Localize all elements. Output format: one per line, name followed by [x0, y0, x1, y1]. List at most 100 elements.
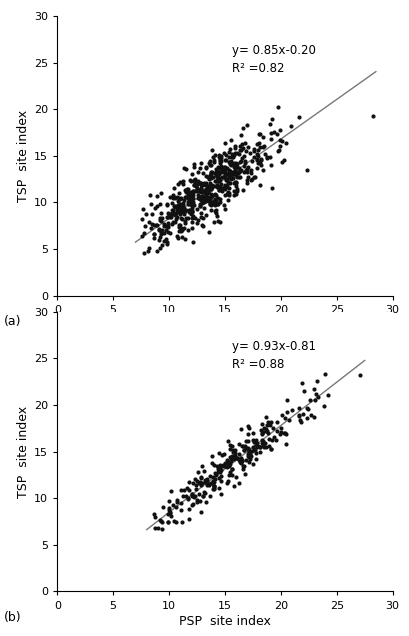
Point	[231, 481, 238, 491]
Point	[180, 200, 187, 211]
Point	[191, 174, 198, 184]
Point	[222, 181, 229, 191]
Point	[193, 484, 200, 494]
Point	[220, 183, 226, 193]
Point	[257, 158, 263, 169]
Point	[274, 417, 280, 427]
Point	[166, 507, 173, 517]
Point	[261, 149, 268, 160]
Point	[173, 214, 180, 224]
Point	[221, 165, 228, 175]
Point	[192, 186, 198, 196]
Point	[167, 192, 173, 202]
Point	[191, 159, 198, 169]
Point	[245, 142, 252, 152]
Point	[243, 455, 250, 466]
Point	[218, 165, 225, 176]
Point	[283, 439, 290, 449]
Point	[159, 213, 165, 223]
Point	[250, 434, 257, 445]
Point	[254, 151, 261, 161]
Point	[283, 138, 289, 148]
Point	[228, 167, 234, 177]
Y-axis label: TSP  site index: TSP site index	[17, 406, 30, 497]
Point	[173, 495, 180, 506]
Point	[246, 446, 252, 457]
Point	[201, 188, 208, 198]
Point	[218, 156, 224, 167]
Point	[230, 173, 236, 183]
Point	[188, 209, 195, 219]
Point	[191, 474, 198, 484]
Point	[185, 197, 191, 207]
Point	[239, 153, 245, 163]
Point	[180, 491, 187, 501]
Point	[236, 172, 242, 182]
Point	[243, 436, 249, 446]
Point	[177, 205, 183, 216]
Point	[176, 188, 182, 198]
Point	[247, 449, 253, 459]
Point	[202, 477, 209, 487]
Point	[216, 181, 223, 191]
Point	[218, 179, 224, 189]
Point	[237, 146, 244, 156]
Point	[217, 216, 224, 226]
Point	[305, 404, 312, 414]
Point	[171, 201, 178, 211]
Point	[170, 209, 177, 219]
Point	[198, 191, 205, 201]
Point	[207, 193, 213, 204]
Point	[195, 176, 202, 186]
Point	[216, 155, 223, 165]
Point	[215, 473, 222, 483]
Point	[214, 170, 221, 180]
Point	[267, 420, 273, 430]
Point	[217, 194, 223, 204]
Point	[214, 182, 220, 192]
Point	[178, 516, 185, 527]
Point	[181, 218, 188, 228]
Point	[213, 165, 220, 176]
Point	[239, 456, 246, 466]
Point	[147, 190, 154, 200]
Point	[187, 206, 194, 216]
Point	[199, 478, 205, 488]
Point	[233, 190, 239, 200]
Point	[248, 176, 254, 186]
Point	[268, 128, 274, 138]
Point	[238, 455, 245, 466]
Point	[206, 174, 212, 184]
Point	[297, 417, 304, 427]
Point	[146, 242, 153, 252]
Point	[281, 428, 287, 438]
Point	[198, 195, 204, 205]
Point	[164, 237, 171, 247]
Point	[217, 158, 224, 169]
Point	[236, 439, 242, 450]
X-axis label: PSP  site index: PSP site index	[179, 614, 271, 628]
Point	[201, 197, 208, 207]
Point	[196, 490, 202, 500]
Point	[153, 219, 160, 230]
Point	[299, 409, 306, 419]
Point	[185, 225, 191, 235]
Point	[213, 461, 220, 471]
Point	[213, 167, 220, 177]
Point	[230, 152, 237, 162]
Point	[268, 443, 274, 453]
Point	[272, 435, 279, 445]
Point	[256, 138, 263, 148]
Point	[325, 391, 331, 401]
Point	[229, 159, 236, 169]
Point	[205, 172, 211, 182]
Point	[183, 205, 190, 215]
Point	[203, 497, 210, 507]
Point	[189, 217, 196, 227]
Point	[208, 167, 215, 177]
Point	[181, 485, 187, 495]
Point	[231, 445, 238, 455]
Point	[225, 476, 231, 486]
Point	[244, 120, 250, 130]
Point	[220, 460, 227, 470]
